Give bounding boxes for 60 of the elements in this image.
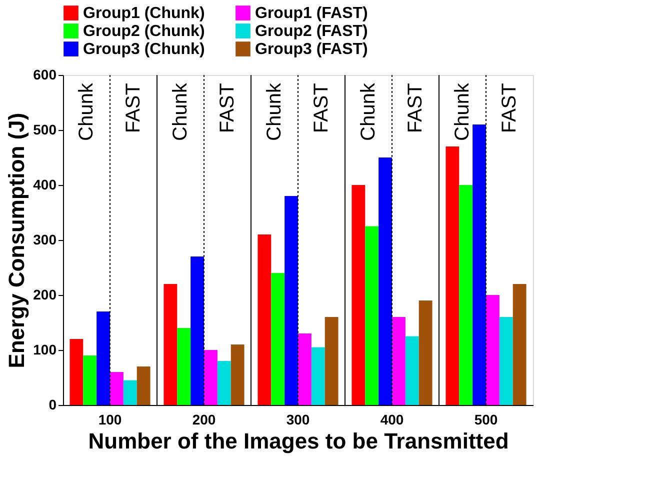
bar — [284, 196, 298, 405]
annotation: FAST — [216, 83, 238, 134]
bar — [486, 295, 500, 405]
legend-label: Group3 (FAST) — [255, 41, 368, 58]
x-tick-label: 100 — [98, 412, 122, 428]
legend-label: Group2 (Chunk) — [83, 23, 205, 40]
annotation: Chunk — [358, 82, 380, 141]
y-tick-label: 500 — [33, 122, 57, 138]
y-tick-label: 200 — [33, 286, 57, 302]
annotation: Chunk — [170, 82, 192, 141]
y-tick-label: 300 — [33, 232, 57, 248]
bar — [499, 317, 513, 405]
annotation: FAST — [122, 83, 144, 134]
x-tick-label: 500 — [474, 412, 498, 428]
bar — [123, 380, 137, 405]
x-tick-label: 400 — [380, 412, 404, 428]
bar — [459, 185, 473, 405]
x-tick-label: 300 — [286, 412, 310, 428]
bar — [311, 347, 325, 405]
annotation: Chunk — [452, 82, 474, 141]
bar — [177, 328, 191, 405]
y-tick-label: 400 — [33, 176, 57, 192]
bar — [271, 273, 285, 405]
bar — [352, 185, 366, 405]
bar — [392, 317, 406, 405]
legend-label: Group1 (FAST) — [255, 5, 368, 22]
bar — [230, 344, 244, 405]
legend-label: Group1 (Chunk) — [83, 5, 205, 22]
bar — [472, 124, 486, 405]
bar — [204, 350, 218, 405]
bar — [190, 256, 204, 405]
annotation: FAST — [310, 83, 332, 134]
bar — [70, 339, 84, 405]
x-tick-label: 200 — [192, 412, 216, 428]
bar — [378, 158, 392, 405]
bar — [446, 146, 460, 405]
bar — [217, 361, 231, 405]
bar — [110, 372, 124, 405]
annotation: FAST — [404, 83, 426, 134]
y-tick-label: 600 — [33, 66, 57, 82]
bar — [96, 312, 110, 405]
bar — [164, 284, 178, 405]
legend-label: Group3 (Chunk) — [83, 41, 205, 58]
x-axis-title: Number of the Images to be Transmitted — [88, 428, 509, 454]
bar — [136, 366, 150, 405]
bar — [418, 300, 432, 405]
y-tick-label: 100 — [33, 342, 57, 358]
bar — [512, 284, 526, 405]
bar — [324, 317, 338, 405]
bar — [83, 356, 97, 405]
bar — [258, 234, 272, 405]
bar — [365, 226, 379, 405]
bar — [298, 334, 312, 405]
y-tick-label: 0 — [48, 396, 57, 412]
y-axis-title: Energy Consumption (J) — [4, 112, 30, 368]
annotation: Chunk — [264, 82, 286, 141]
annotation: Chunk — [76, 82, 98, 141]
annotation: FAST — [498, 83, 520, 134]
legend-label: Group2 (FAST) — [255, 23, 368, 40]
bar — [405, 336, 419, 405]
